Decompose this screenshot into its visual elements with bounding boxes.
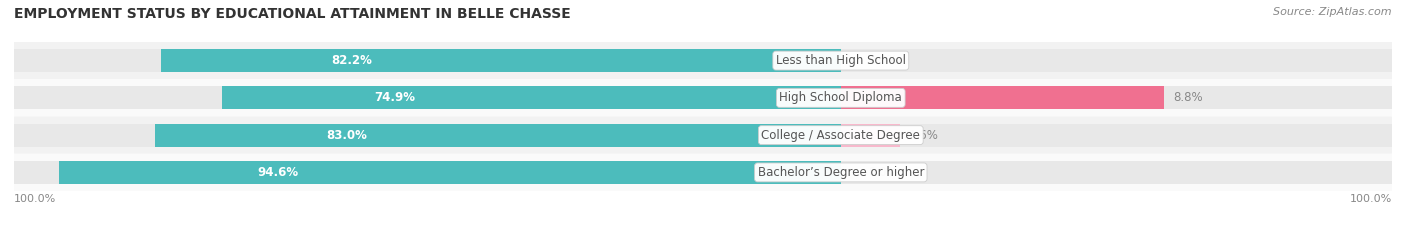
Bar [841, 49, 1392, 72]
Text: High School Diploma: High School Diploma [779, 91, 903, 104]
Text: 1.6%: 1.6% [908, 129, 938, 142]
Bar [59, 161, 841, 184]
Bar [14, 161, 841, 184]
FancyBboxPatch shape [14, 42, 1392, 79]
Text: 100.0%: 100.0% [1350, 194, 1392, 204]
Bar [162, 49, 841, 72]
Text: College / Associate Degree: College / Associate Degree [762, 129, 920, 142]
Text: 8.8%: 8.8% [1173, 91, 1202, 104]
Bar [841, 86, 1164, 110]
Text: 100.0%: 100.0% [14, 194, 56, 204]
Text: EMPLOYMENT STATUS BY EDUCATIONAL ATTAINMENT IN BELLE CHASSE: EMPLOYMENT STATUS BY EDUCATIONAL ATTAINM… [14, 7, 571, 21]
Text: 94.6%: 94.6% [257, 166, 298, 179]
Bar [14, 49, 841, 72]
Bar [155, 123, 841, 147]
Text: Source: ZipAtlas.com: Source: ZipAtlas.com [1274, 7, 1392, 17]
Text: 83.0%: 83.0% [326, 129, 367, 142]
Bar [841, 123, 900, 147]
Text: Less than High School: Less than High School [776, 54, 905, 67]
Bar [841, 86, 1392, 110]
Text: Bachelor’s Degree or higher: Bachelor’s Degree or higher [758, 166, 924, 179]
Text: 0.0%: 0.0% [868, 54, 898, 67]
Text: 82.2%: 82.2% [330, 54, 373, 67]
Bar [222, 86, 841, 110]
Bar [14, 123, 841, 147]
FancyBboxPatch shape [14, 79, 1392, 116]
Bar [841, 123, 1392, 147]
Text: 0.0%: 0.0% [868, 166, 898, 179]
Text: 74.9%: 74.9% [374, 91, 415, 104]
Bar [841, 161, 1392, 184]
FancyBboxPatch shape [14, 116, 1392, 154]
Bar [14, 86, 841, 110]
FancyBboxPatch shape [14, 154, 1392, 191]
